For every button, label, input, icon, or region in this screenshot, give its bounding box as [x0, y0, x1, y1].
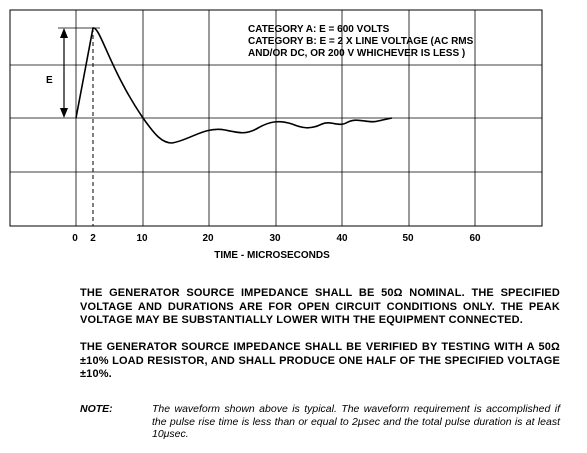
paragraph: THE GENERATOR SOURCE IMPEDANCE SHALL BE … — [80, 341, 560, 380]
x-tick-label: 10 — [136, 233, 148, 244]
waveform — [75, 27, 393, 144]
annotation: CATEGORY B: E = 2 X LINE VOLTAGE (AC RMS — [248, 36, 474, 47]
x-tick-label: 50 — [402, 233, 414, 244]
amplitude-arrow — [58, 27, 100, 118]
note-text: The waveform shown above is typical. The… — [152, 403, 560, 440]
x-tick-label: 30 — [269, 233, 281, 244]
grid — [10, 10, 542, 226]
arrow-head — [60, 28, 68, 38]
annotation: AND/OR DC, OR 200 V WHICHEVER IS LESS ) — [248, 48, 465, 59]
paragraph: THE GENERATOR SOURCE IMPEDANCE SHALL BE … — [80, 287, 560, 326]
waveform-figure: E CATEGORY A: E = 600 VOLTS CATEGORY B: … — [9, 9, 543, 261]
x-tick-label: 20 — [202, 233, 214, 244]
annotation: CATEGORY A: E = 600 VOLTS — [248, 24, 390, 35]
note-label: NOTE: — [80, 403, 113, 415]
x-tick-label: 40 — [336, 233, 348, 244]
x-tick-label: 0 — [72, 233, 78, 244]
x-label: TIME - MICROSECONDS — [214, 250, 330, 261]
x-tick-label: 60 — [469, 233, 481, 244]
x-ticks: 0 2 10 20 30 40 50 60 — [72, 233, 481, 244]
arrow-head — [60, 108, 68, 118]
x-tick-label: 2 — [90, 233, 96, 244]
y-label: E — [46, 75, 53, 86]
